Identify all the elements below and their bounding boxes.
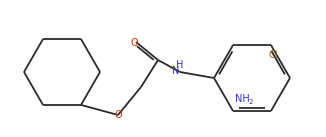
Text: O: O [130,38,138,48]
Text: Cl: Cl [268,50,278,60]
Text: O: O [114,110,122,120]
Text: H: H [176,60,184,70]
Text: NH: NH [235,94,250,104]
Text: N: N [172,66,180,76]
Text: 2: 2 [249,99,253,105]
